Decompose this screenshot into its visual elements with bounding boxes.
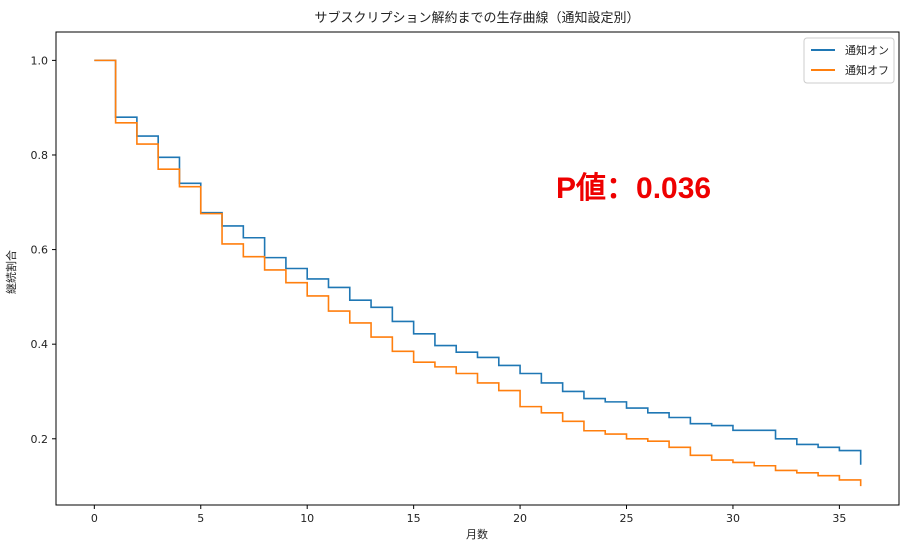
x-tick-label: 35 [832,512,846,525]
y-tick-label: 0.8 [31,149,49,162]
x-tick-label: 5 [197,512,204,525]
axes-frame [55,31,900,506]
series-line-on [94,59,862,465]
series-line-off [94,59,862,487]
x-tick-label: 0 [91,512,98,525]
x-axis-label: 月数 [466,528,488,541]
p-value-annotation: P値：0.036 [556,172,711,205]
chart-title: サブスクリプション解約までの生存曲線（通知設定別） [314,10,639,26]
x-tick-label: 30 [726,512,740,525]
y-tick-label: 0.6 [31,244,49,257]
x-tick-label: 15 [407,512,421,525]
y-tick-label: 0.2 [31,433,49,446]
y-tick-label: 1.0 [31,54,49,67]
y-tick-label: 0.4 [31,338,49,351]
x-tick-label: 25 [620,512,634,525]
legend: 通知オン 通知オフ [803,37,895,84]
legend-label-on: 通知オン [845,43,889,57]
y-axis-label: 継続割合 [4,250,18,294]
x-tick-label: 10 [300,512,314,525]
x-tick-label: 20 [513,512,527,525]
legend-label-off: 通知オフ [845,63,889,77]
plot-area: 0 5 10 15 20 25 30 35 0.2 0.4 0.6 0.8 1.0 [31,31,900,525]
